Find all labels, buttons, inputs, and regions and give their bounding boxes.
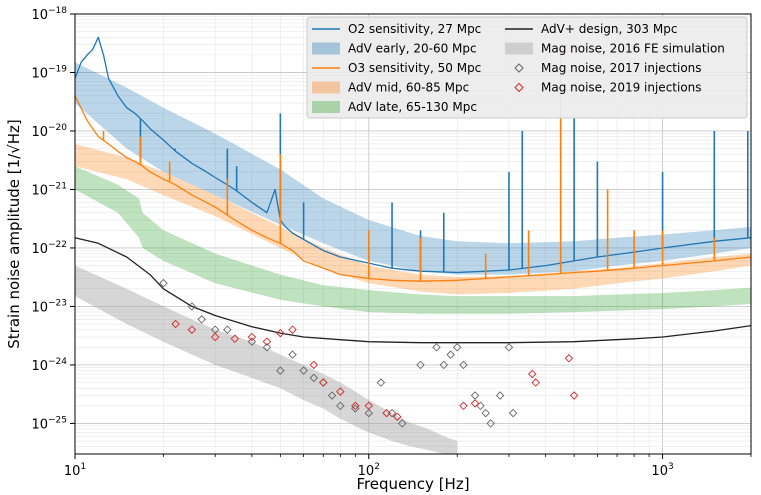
legend-box <box>306 16 748 119</box>
x-tick-label: 103 <box>651 462 673 479</box>
y-tick-label: 10−20 <box>31 123 67 140</box>
band-adv-early-20-60-mpc <box>75 62 751 275</box>
marker-point-mag-noise-2019-injections <box>262 337 272 346</box>
series-line-adv-design-303-mpc <box>74 237 752 344</box>
legend-label-adv-mid-60-85-mpc: AdV mid, 60-85 Mpc <box>348 81 469 95</box>
axis-ticks: 101 102 103 10−18 10−19 10−20 10−21 10−22 10−23 1… <box>31 6 752 479</box>
marker-point-mag-noise-2017-injections <box>223 325 232 334</box>
marker-point-mag-noise-2017-injections <box>439 360 449 370</box>
marker-point-mag-noise-2017-injections <box>398 419 407 428</box>
marker-point-mag-noise-2017-injections <box>262 343 272 352</box>
marker-point-mag-noise-2017-injections <box>495 391 505 400</box>
marker-point-mag-noise-2019-injections <box>309 360 319 370</box>
marker-point-mag-noise-2017-injections <box>476 401 485 411</box>
legend-swatch-adv-early-20-60-mpc <box>312 42 340 55</box>
y-tick-label: 10−24 <box>31 357 67 374</box>
y-axis-label: Strain noise amplitude [1/√Hz] <box>5 119 23 348</box>
marker-point-mag-noise-2019-injections <box>569 391 579 400</box>
marker-point-mag-noise-2019-injections <box>336 387 345 396</box>
series-line-o2-sensitivity-27-mpc <box>74 36 752 274</box>
legend-label-o2-sensitivity-27-mpc: O2 sensitivity, 27 Mpc <box>348 22 481 36</box>
x-tick-label: 101 <box>64 462 86 479</box>
injection-markers <box>159 278 579 428</box>
marker-point-mag-noise-2019-injections <box>364 401 374 411</box>
marker-point-mag-noise-2017-injections <box>288 350 297 359</box>
marker-point-mag-noise-2017-injections <box>187 302 197 311</box>
marker-point-mag-noise-2019-injections <box>564 354 574 363</box>
series-lines <box>74 36 752 344</box>
y-tick-label: 10−21 <box>31 181 67 198</box>
bands <box>75 62 751 454</box>
marker-point-mag-noise-2017-injections <box>299 366 308 375</box>
marker-point-mag-noise-2019-injections <box>351 401 360 411</box>
legend-label-adv-design-303-mpc: AdV+ design, 303 Mpc <box>541 22 677 36</box>
marker-point-mag-noise-2017-injections <box>276 366 285 375</box>
marker-point-mag-noise-2017-injections <box>446 350 455 359</box>
marker-point-mag-noise-2019-injections <box>230 334 240 344</box>
marker-point-mag-noise-2017-injections <box>486 419 495 428</box>
marker-point-mag-noise-2019-injections <box>319 378 328 387</box>
marker-point-mag-noise-2019-injections <box>171 319 180 329</box>
marker-point-mag-noise-2017-injections <box>364 408 374 418</box>
marker-point-mag-noise-2017-injections <box>470 391 480 400</box>
marker-point-mag-noise-2017-injections <box>197 315 206 324</box>
marker-point-mag-noise-2017-injections <box>432 343 441 352</box>
marker-point-mag-noise-2017-injections <box>416 360 425 370</box>
legend-swatch-mag-noise-2017-injections <box>514 63 524 73</box>
marker-point-mag-noise-2019-injections <box>276 328 285 338</box>
marker-point-mag-noise-2017-injections <box>247 337 257 346</box>
marker-point-mag-noise-2017-injections <box>508 408 518 418</box>
marker-point-mag-noise-2017-injections <box>452 343 462 352</box>
marker-point-mag-noise-2017-injections <box>459 360 468 370</box>
x-axis-label: Frequency [Hz] <box>356 475 469 493</box>
legend-label-o3-sensitivity-50-mpc: O3 sensitivity, 50 Mpc <box>348 61 481 75</box>
marker-point-mag-noise-2017-injections <box>504 343 514 352</box>
marker-point-mag-noise-2017-injections <box>309 373 319 383</box>
marker-point-mag-noise-2019-injections <box>531 378 540 387</box>
marker-point-mag-noise-2019-injections <box>288 325 297 334</box>
plot-frame <box>74 13 752 455</box>
legend-swatch-mag-noise-2016-fe-simulation <box>505 42 533 55</box>
marker-point-mag-noise-2019-injections <box>470 399 480 408</box>
legend-label-mag-noise-2017-injections: Mag noise, 2017 injections <box>541 61 702 75</box>
marker-point-mag-noise-2019-injections <box>527 369 537 379</box>
legend-label-adv-late-65-130-mpc: AdV late, 65-130 Mpc <box>348 100 477 114</box>
y-tick-label: 10−19 <box>31 64 67 81</box>
legend-swatch-adv-late-65-130-mpc <box>312 101 340 113</box>
marker-point-mag-noise-2017-injections <box>376 378 386 387</box>
y-tick-label: 10−23 <box>31 298 67 315</box>
legend-swatch-mag-noise-2019-injections <box>514 82 524 93</box>
marker-point-mag-noise-2017-injections <box>159 278 168 288</box>
marker-point-mag-noise-2017-injections <box>481 408 490 418</box>
y-tick-label: 10−25 <box>31 415 67 432</box>
marker-point-mag-noise-2019-injections <box>382 408 391 418</box>
x-tick-label: 102 <box>358 462 380 479</box>
marker-point-mag-noise-2019-injections <box>210 332 220 342</box>
legend-label-mag-noise-2016-fe-simulation: Mag noise, 2016 FE simulation <box>541 42 725 56</box>
legend-label-adv-early-20-60-mpc: AdV early, 20-60 Mpc <box>348 42 477 56</box>
legend-label-mag-noise-2019-injections: Mag noise, 2019 injections <box>541 81 702 95</box>
y-tick-label: 10−18 <box>31 6 67 23</box>
band-adv-late-65-130-mpc <box>75 166 751 314</box>
marker-point-mag-noise-2019-injections <box>247 332 257 342</box>
marker-point-mag-noise-2017-injections <box>327 391 337 400</box>
band-mag-noise-2016-fe-simulation <box>75 265 458 454</box>
marker-point-mag-noise-2019-injections <box>393 412 402 421</box>
legend-swatch-adv-mid-60-85-mpc <box>312 81 340 94</box>
marker-point-mag-noise-2019-injections <box>459 401 468 411</box>
y-tick-label: 10−22 <box>31 240 67 257</box>
legend: O2 sensitivity, 27 Mpc AdV early, 20-60 M… <box>306 16 748 119</box>
marker-point-mag-noise-2017-injections <box>336 401 345 411</box>
marker-point-mag-noise-2019-injections <box>187 325 197 334</box>
